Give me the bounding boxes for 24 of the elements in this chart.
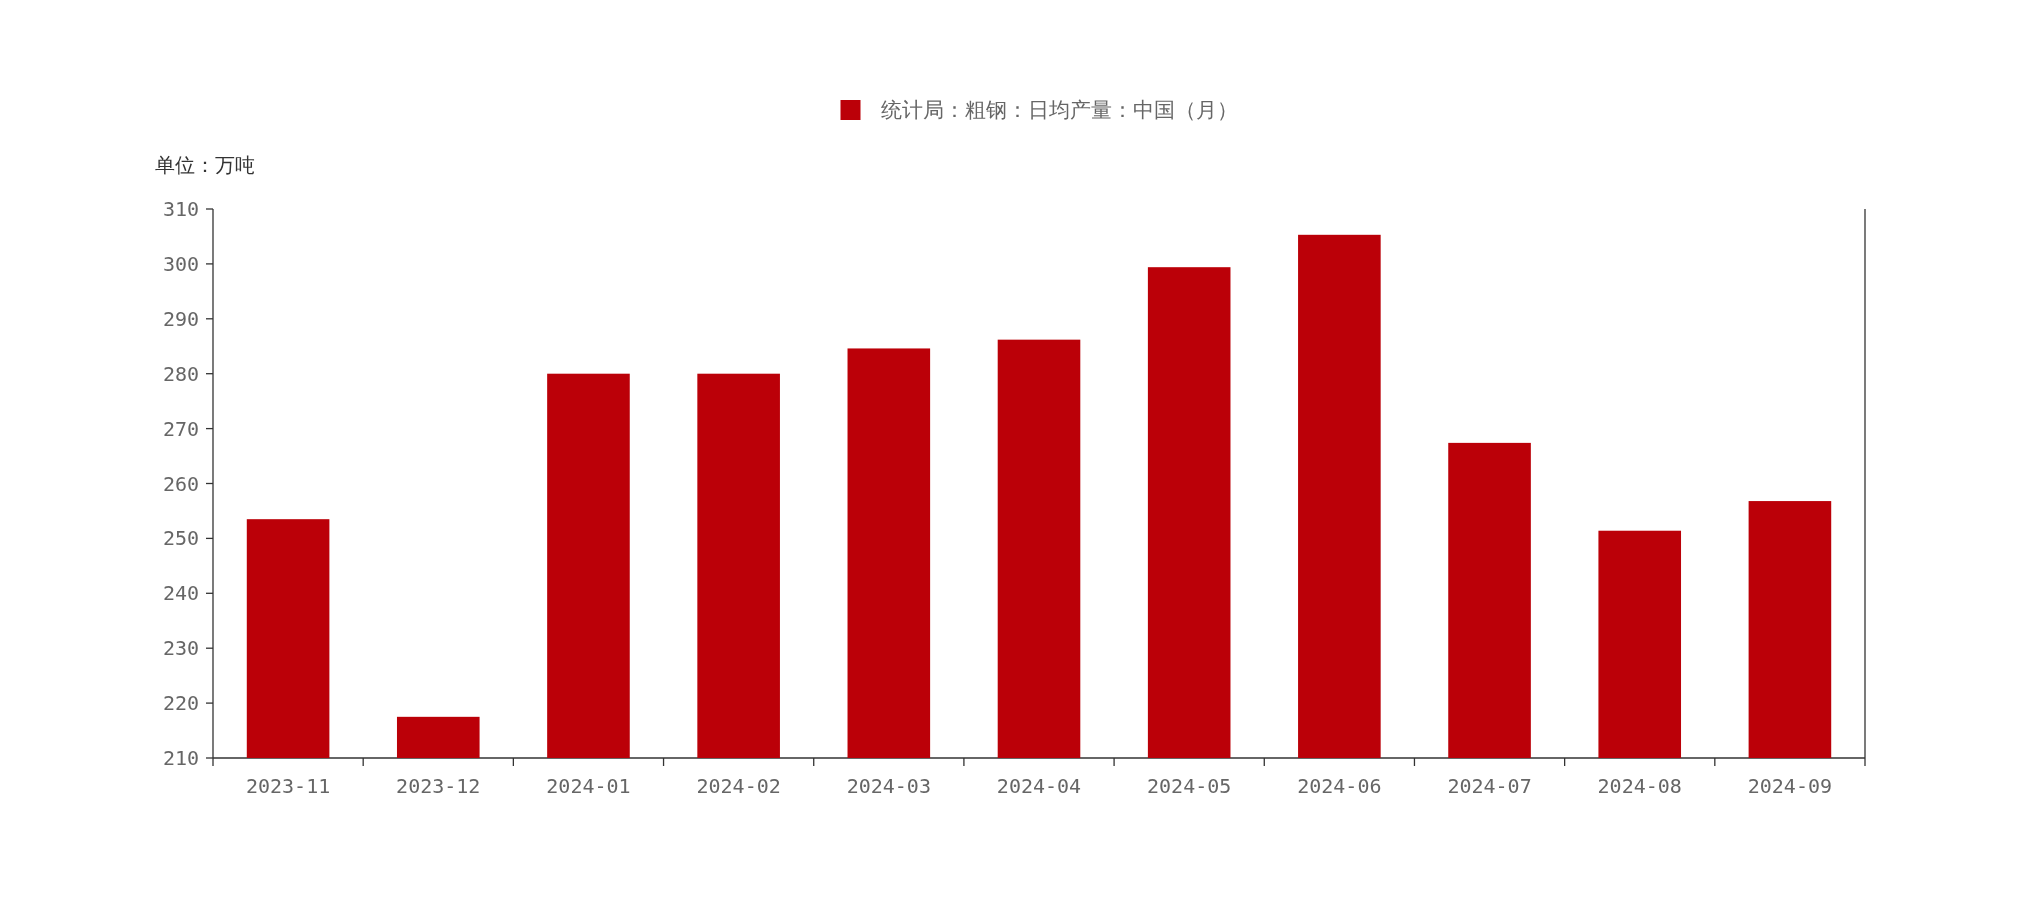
- x-tick-label: 2023-12: [396, 774, 481, 798]
- x-tick-label: 2024-04: [996, 774, 1082, 798]
- y-tick-label: 300: [162, 251, 199, 276]
- y-tick-label: 250: [162, 526, 199, 551]
- y-axis-title: 单位：万吨: [155, 153, 255, 177]
- y-tick-label: 220: [162, 691, 199, 716]
- x-tick-label: 2024-08: [1597, 774, 1682, 798]
- y-tick-label: 290: [162, 306, 199, 331]
- x-tick-label: 2024-07: [1447, 774, 1532, 798]
- x-tick-label: 2024-01: [546, 774, 631, 798]
- x-tick-label: 2024-06: [1297, 774, 1382, 798]
- x-tick-label: 2024-02: [696, 774, 781, 798]
- x-tick-label: 2023-11: [245, 774, 331, 798]
- x-tick-label: 2024-09: [1747, 774, 1833, 798]
- y-tick-label: 310: [162, 197, 199, 221]
- y-tick-label: 280: [162, 361, 199, 386]
- y-tick-label: 260: [162, 471, 199, 496]
- y-tick-label: 210: [162, 746, 199, 770]
- x-tick-label: 2024-03: [846, 774, 931, 798]
- x-tick-label: 2024-05: [1147, 774, 1232, 798]
- y-tick-label: 230: [162, 636, 199, 661]
- legend-label: 统计局：粗钢：日均产量：中国（月）: [880, 98, 1238, 122]
- y-tick-label: 240: [162, 581, 199, 606]
- y-tick-label: 270: [162, 416, 199, 441]
